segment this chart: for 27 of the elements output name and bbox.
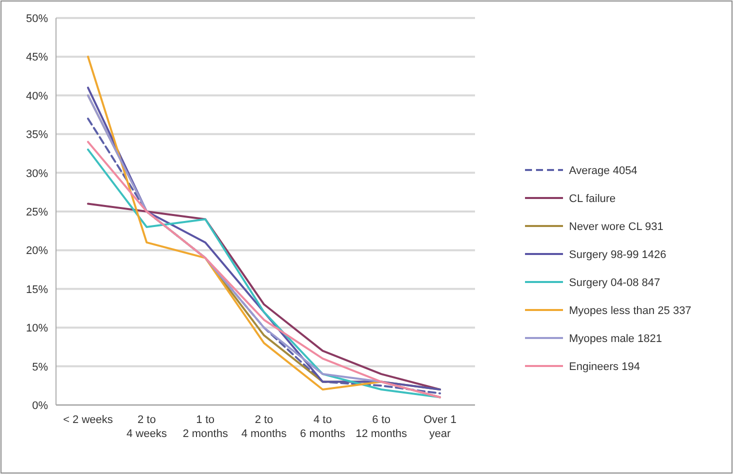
y-tick-label: 50% bbox=[26, 13, 48, 25]
x-tick-label: < 2 weeks bbox=[63, 414, 114, 426]
y-tick-label: 30% bbox=[26, 168, 48, 180]
legend-label: Myopes less than 25 337 bbox=[569, 305, 692, 317]
legend-label: Engineers 194 bbox=[569, 361, 640, 373]
y-tick-label: 45% bbox=[26, 52, 48, 64]
y-tick-label: 20% bbox=[26, 245, 48, 258]
x-tick-label: Over 1 year bbox=[423, 414, 457, 440]
legend-label: CL failure bbox=[569, 193, 616, 205]
legend-label: Average 4054 bbox=[569, 165, 638, 177]
x-tick-label: 4 to 6 months bbox=[300, 414, 346, 440]
y-tick-label: 40% bbox=[26, 90, 48, 102]
y-tick-label: 25% bbox=[26, 206, 48, 218]
y-tick-label: 5% bbox=[32, 361, 48, 374]
x-tick-label: 6 to 12 months bbox=[356, 414, 408, 440]
y-tick-label: 0% bbox=[32, 400, 48, 412]
x-tick-label: 2 to 4 months bbox=[241, 414, 288, 440]
x-tick-label: 1 to 2 months bbox=[182, 414, 228, 440]
y-tick-label: 15% bbox=[26, 284, 48, 296]
legend-label: Never wore CL 931 bbox=[569, 221, 664, 233]
y-tick-label: 35% bbox=[26, 129, 48, 142]
line-series bbox=[87, 202, 441, 391]
legend-label: Myopes male 1821 bbox=[569, 333, 662, 345]
legend-label: Surgery 04-08 847 bbox=[569, 277, 660, 289]
x-tick-label: 2 to 4 weeks bbox=[126, 414, 168, 440]
y-tick-label: 10% bbox=[26, 322, 48, 335]
legend-label: Surgery 98-99 1426 bbox=[569, 249, 666, 261]
